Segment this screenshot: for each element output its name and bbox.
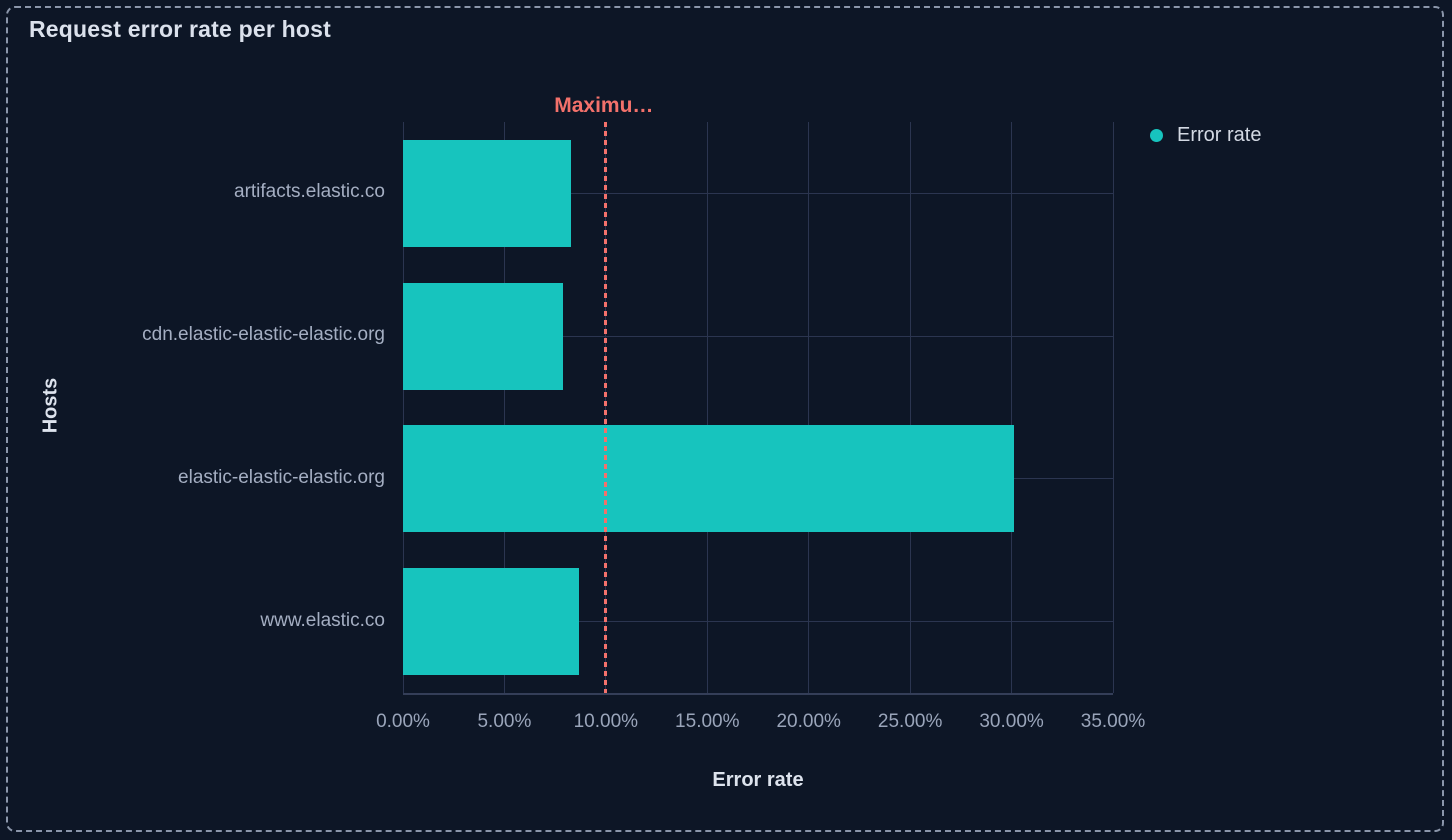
x-tick-label: 20.00%: [776, 711, 841, 732]
legend-color-dot-icon: [1150, 129, 1163, 142]
y-axis-title: Hosts: [39, 377, 62, 434]
bar-www.elastic.co[interactable]: [403, 568, 580, 676]
grid-line-horizontal: [403, 192, 1113, 194]
grid-line-vertical: [402, 122, 404, 693]
x-tick-label: 15.00%: [675, 711, 740, 732]
bar-cdn.elastic-elastic-elastic.org[interactable]: [403, 282, 564, 390]
grid-line-horizontal: [403, 335, 1113, 337]
y-category-label: elastic-elastic-elastic.org: [178, 466, 385, 488]
x-tick-label: 10.00%: [573, 711, 639, 732]
grid-line-vertical: [909, 122, 911, 693]
threshold-line: [604, 122, 608, 693]
legend-item-error-rate[interactable]: Error rate: [1150, 124, 1261, 147]
bar-elastic-elastic-elastic.org[interactable]: [403, 425, 1014, 533]
grid-line-vertical: [808, 122, 810, 693]
y-category-label: www.elastic.co: [260, 609, 385, 631]
grid-line-vertical: [706, 122, 708, 693]
legend-item-label: Error rate: [1177, 124, 1262, 146]
grid-line-vertical: [1011, 122, 1013, 693]
y-category-label: cdn.elastic-elastic-elastic.org: [142, 324, 385, 346]
x-axis-title: Error rate: [712, 769, 804, 791]
grid-line-vertical: [503, 122, 505, 693]
grid-line-vertical: [1112, 122, 1114, 693]
y-category-label: artifacts.elastic.co: [234, 181, 385, 203]
x-tick-label: 25.00%: [877, 711, 943, 732]
plot-area: [402, 122, 1114, 695]
x-tick-label: 0.00%: [376, 711, 430, 732]
legend: Error rate: [1150, 124, 1261, 147]
chart-title: Request error rate per host: [29, 16, 331, 42]
grid-line-horizontal: [403, 621, 1113, 623]
x-tick-label: 5.00%: [477, 711, 532, 732]
bar-artifacts.elastic.co[interactable]: [403, 139, 572, 247]
x-tick-label: 35.00%: [1080, 711, 1146, 732]
annotation-label: Maximu…: [554, 94, 654, 117]
x-tick-label: 30.00%: [979, 711, 1044, 732]
